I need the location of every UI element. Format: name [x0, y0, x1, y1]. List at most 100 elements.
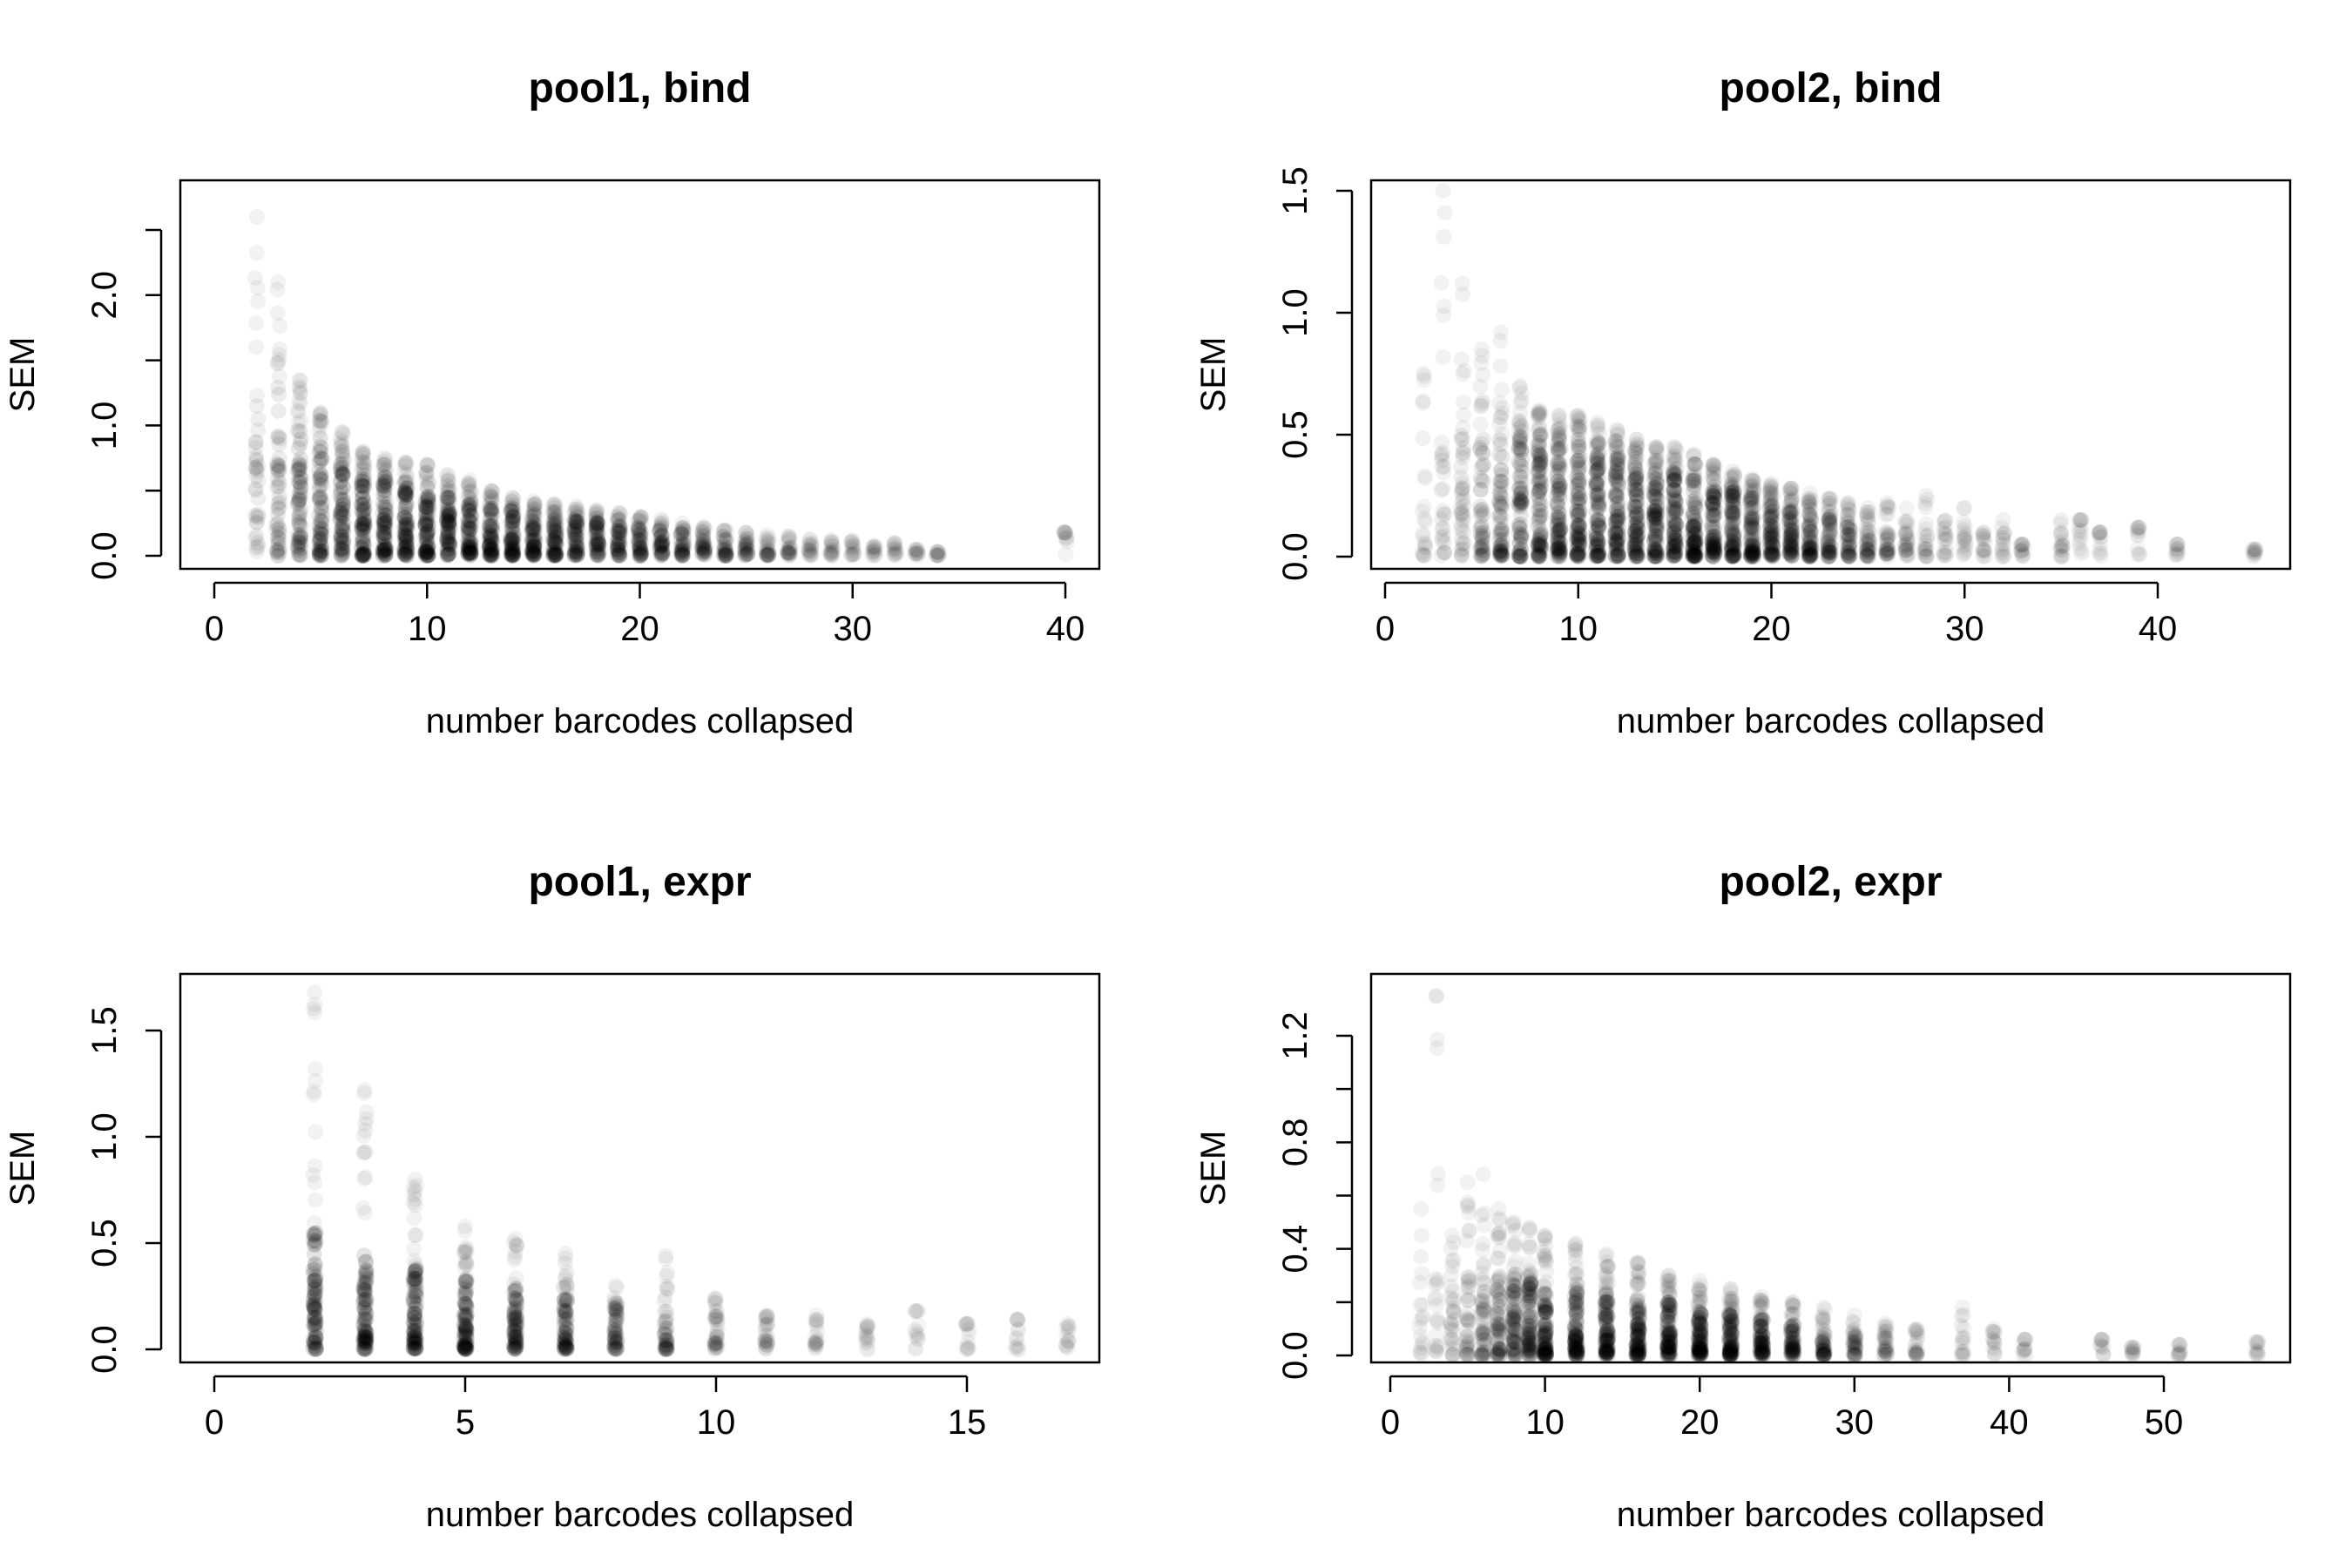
data-point: [1571, 531, 1587, 548]
data-point: [419, 480, 436, 497]
data-point: [314, 543, 330, 559]
data-point: [335, 543, 351, 559]
data-point: [291, 459, 308, 476]
data-point: [335, 479, 351, 496]
data-point: [293, 479, 309, 496]
data-point: [375, 524, 391, 541]
data-point: [335, 524, 352, 540]
data-point: [376, 542, 393, 558]
y-tick-label: 1.0: [85, 402, 124, 450]
data-point: [506, 1341, 523, 1357]
data-point: [1413, 1227, 1429, 1244]
data-point: [1505, 1283, 1522, 1300]
data-point: [1937, 512, 1954, 528]
data-point: [271, 522, 287, 538]
data-point: [314, 414, 330, 430]
data-point: [419, 543, 436, 559]
data-point: [439, 512, 456, 529]
y-axis: 0.01.02.0: [85, 228, 163, 580]
data-point: [1917, 521, 1934, 537]
data-point: [333, 526, 348, 543]
data-point: [398, 517, 414, 533]
data-point: [248, 509, 265, 525]
data-point: [398, 487, 415, 504]
data-point: [375, 479, 392, 496]
data-point: [1493, 324, 1509, 341]
data-point: [356, 461, 373, 477]
data-point: [335, 465, 351, 482]
data-point: [355, 478, 371, 495]
data-point: [396, 464, 413, 480]
data-point: [250, 535, 266, 551]
data-point: [1705, 511, 1721, 528]
data-point: [249, 280, 266, 295]
data-point: [1492, 485, 1509, 502]
data-point: [269, 544, 286, 561]
data-point: [334, 443, 350, 459]
x-axis-label: number barcodes collapsed: [1617, 1496, 2044, 1534]
data-point: [335, 491, 351, 508]
data-point: [1646, 503, 1663, 519]
data-point: [270, 402, 287, 419]
data-point: [290, 537, 307, 554]
data-point: [397, 546, 414, 563]
data-point: [376, 472, 392, 489]
data-point: [1551, 407, 1567, 423]
y-axis: 0.00.51.01.5: [1276, 166, 1354, 581]
data-point: [420, 457, 436, 474]
data-point: [376, 456, 393, 473]
data-point: [247, 439, 264, 456]
data-point: [2014, 537, 2031, 552]
data-point: [293, 540, 309, 557]
data-point: [247, 531, 264, 547]
data-point: [355, 467, 372, 483]
data-point: [419, 531, 436, 547]
data-point: [1571, 494, 1587, 510]
data-point: [312, 429, 328, 446]
data-point: [557, 1308, 572, 1323]
data-point: [397, 484, 414, 501]
data-point: [376, 470, 393, 485]
data-point: [335, 523, 352, 539]
data-point: [375, 460, 392, 476]
data-point: [311, 531, 328, 548]
data-point: [420, 525, 436, 542]
data-point: [335, 535, 351, 551]
data-point: [569, 535, 585, 551]
data-point: [419, 547, 436, 564]
data-point: [376, 537, 393, 554]
data-point: [311, 533, 328, 550]
data-point: [460, 531, 476, 547]
data-point: [1505, 1237, 1522, 1254]
data-point: [313, 543, 329, 559]
data-point: [250, 538, 267, 555]
data-point: [808, 1333, 825, 1349]
data-point: [272, 317, 288, 334]
data-point: [1571, 421, 1587, 437]
data-point: [418, 499, 435, 516]
data-point: [823, 532, 840, 548]
data-point: [2092, 541, 2108, 558]
data-point: [333, 484, 349, 501]
data-point: [608, 1312, 625, 1328]
data-point: [335, 443, 351, 460]
data-point: [420, 537, 436, 554]
data-point: [335, 516, 351, 531]
data-point: [292, 423, 308, 440]
data-point: [438, 508, 455, 524]
data-point: [313, 413, 329, 429]
data-point: [1725, 479, 1741, 496]
data-point: [760, 527, 775, 544]
data-point: [717, 542, 733, 558]
data-point: [272, 341, 288, 357]
data-point: [611, 504, 627, 521]
data-point: [440, 467, 456, 483]
data-point: [420, 547, 436, 564]
data-point: [250, 472, 267, 489]
data-point: [248, 543, 265, 559]
data-point: [355, 545, 372, 562]
data-point: [355, 455, 372, 471]
data-point: [292, 490, 308, 507]
data-point: [398, 528, 415, 544]
data-point: [248, 461, 265, 477]
